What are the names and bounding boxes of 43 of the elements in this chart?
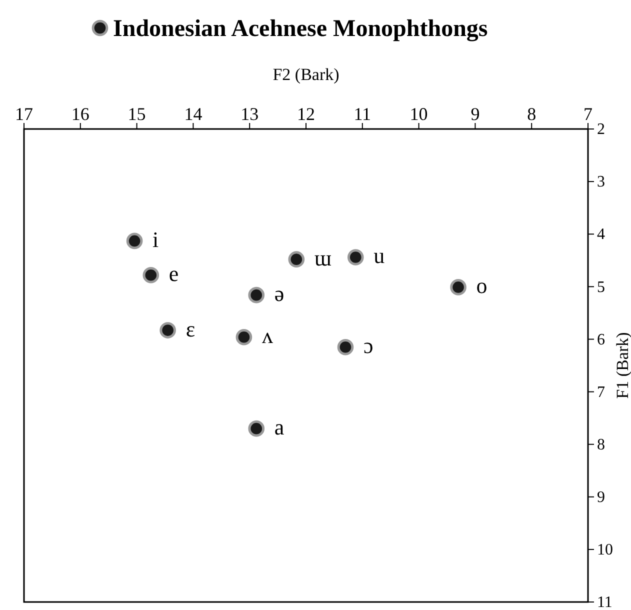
x-tick-label: 14 xyxy=(184,104,202,124)
annotation: u xyxy=(374,243,385,268)
annotation: a xyxy=(274,414,284,440)
point xyxy=(126,232,143,250)
y-tick-label: 6 xyxy=(597,331,605,348)
y-tick-label: 10 xyxy=(597,542,613,559)
point xyxy=(248,420,265,437)
point xyxy=(236,328,252,346)
y-tick-label: 11 xyxy=(597,594,612,610)
y-tick-label: 3 xyxy=(597,174,605,191)
point xyxy=(160,322,176,338)
y-tick-label: 4 xyxy=(597,226,605,244)
annotation: ʌ xyxy=(262,323,273,348)
point xyxy=(450,279,466,296)
point xyxy=(142,266,160,284)
annotation: ə xyxy=(274,281,284,306)
point xyxy=(347,249,364,266)
x-tick-label: 8 xyxy=(527,104,536,124)
annotation: ɯ xyxy=(314,245,332,270)
y-tick-label: 5 xyxy=(597,278,605,296)
y-tick-label: 7 xyxy=(597,384,605,401)
x-tick-label: 16 xyxy=(71,104,90,124)
x-tick-label: 10 xyxy=(410,104,428,124)
x-tick-label: 13 xyxy=(240,104,259,124)
annotation: ɔ xyxy=(363,333,374,358)
x-tick-label: 15 xyxy=(128,104,146,124)
x-tick-label: 17 xyxy=(15,104,33,124)
x-tick-label: 12 xyxy=(297,104,315,124)
annotation: e xyxy=(168,261,179,286)
annotation: o xyxy=(476,273,488,298)
annotation: i xyxy=(152,226,159,252)
x-axis-title: F2 (Bark) xyxy=(272,65,340,84)
point xyxy=(248,286,265,304)
point xyxy=(337,338,354,356)
x-tick-label: 9 xyxy=(470,104,480,124)
y-tick-label: 8 xyxy=(597,436,605,454)
y-tick-label: 9 xyxy=(597,489,605,506)
legend-label: Indonesian Acehnese Monophthongs xyxy=(113,16,488,42)
x-tick-label: 7 xyxy=(584,104,592,124)
y-tick-label: 2 xyxy=(597,121,605,138)
annotation: ɛ xyxy=(186,316,196,342)
x-tick-label: 11 xyxy=(354,104,372,124)
point xyxy=(288,251,305,268)
